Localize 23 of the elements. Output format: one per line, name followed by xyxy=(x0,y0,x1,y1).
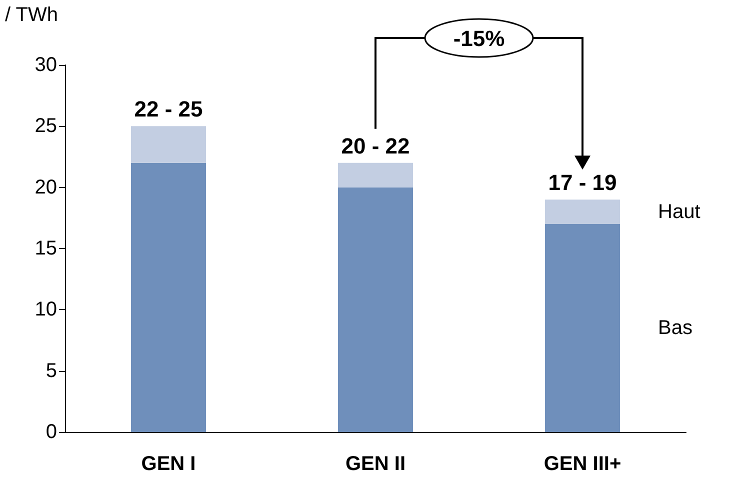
annotation: 20 - 22 xyxy=(341,133,410,158)
bar xyxy=(545,224,620,432)
bar xyxy=(338,187,413,432)
bar xyxy=(131,126,206,163)
bar xyxy=(545,200,620,224)
y-tick-label: 30 xyxy=(34,54,57,76)
y-tick-label: 25 xyxy=(34,115,57,138)
y-tick-label: 20 xyxy=(34,176,57,198)
y-tick-label: 5 xyxy=(46,360,57,382)
x-tick-label: GEN III+ xyxy=(544,453,622,475)
bar xyxy=(338,162,413,188)
annotation: 22 - 25 xyxy=(134,96,203,122)
y-tick-label: 0 xyxy=(46,421,57,443)
x-tick-label: GEN II xyxy=(345,453,406,475)
y-tick-label: 15 xyxy=(34,238,57,260)
series-label: Bas xyxy=(658,317,692,340)
bar xyxy=(131,162,206,432)
y-axis-title: / TWh xyxy=(5,4,58,26)
series-label: Haut xyxy=(658,200,701,223)
y-tick-label: 10 xyxy=(34,298,57,321)
text: -15% xyxy=(453,26,505,51)
annotation: 17 - 19 xyxy=(548,170,617,196)
x-tick-label: GEN I xyxy=(141,453,196,475)
